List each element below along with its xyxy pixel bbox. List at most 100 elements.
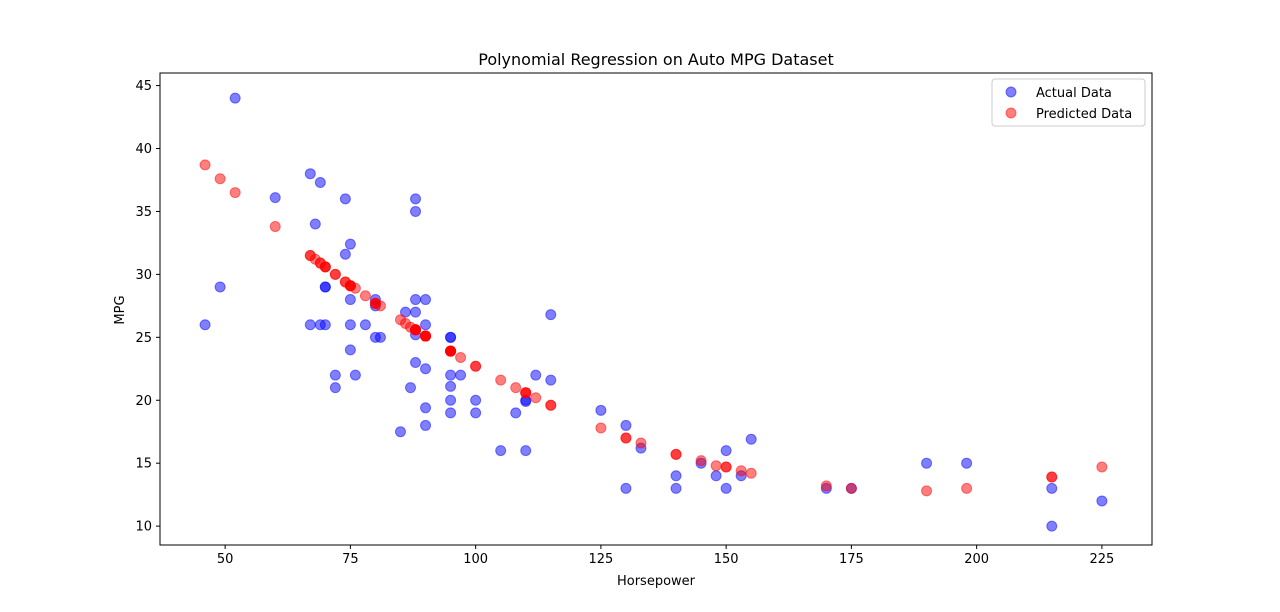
actual-data-point [405,382,417,394]
predicted-data-point [635,437,647,449]
predicted-data-point [595,422,607,434]
actual-data-point [269,192,281,204]
x-tick-label: 50 [217,552,234,567]
actual-data-point [595,404,607,416]
predicted-data-point [710,460,722,472]
x-tick-label: 175 [839,552,864,567]
y-axis: 10 15 20 25 30 35 40 45 [135,79,160,535]
predicted-data-point [820,480,832,492]
legend: Actual Data Predicted Data [991,78,1146,127]
actual-data-point [344,319,356,331]
actual-data-point [1046,482,1058,494]
actual-data-point [304,168,316,180]
y-tick-label: 25 [135,331,152,346]
predicted-data-point [720,461,732,473]
actual-data-point [545,309,557,321]
predicted-data-point [745,467,757,479]
actual-data-point [329,382,341,394]
actual-data-point [745,433,757,445]
actual-data-point [410,356,422,368]
x-tick-label: 150 [714,552,739,567]
actual-data-point [420,363,432,375]
predicted-data-point [199,159,211,171]
y-tick-label: 40 [135,142,152,157]
legend-box [991,78,1146,127]
actual-data-point [339,193,351,205]
x-tick-label: 125 [588,552,613,567]
actual-data-point [921,457,933,469]
y-tick-label: 35 [135,205,152,220]
predicted-data-point [695,455,707,467]
predicted-data-point [1096,461,1108,473]
predicted-data-point [1046,471,1058,483]
predicted-data-point [845,482,857,494]
actual-data-point [329,369,341,381]
actual-data-point [199,319,211,331]
x-tick-label: 225 [1089,552,1114,567]
actual-data-point [710,470,722,482]
x-axis: 50 75 100 125 150 175 200 225 [217,545,1114,567]
predicted-data-point [470,360,482,372]
predicted-data-point [735,465,747,477]
chart-title: Polynomial Regression on Auto MPG Datase… [478,50,834,69]
actual-data-point [720,482,732,494]
x-tick-label: 100 [463,552,488,567]
predicted-data-point [961,482,973,494]
actual-data-point [1046,520,1058,532]
y-axis-label: MPG [113,295,128,324]
actual-data-point [420,294,432,306]
actual-data-point [339,248,351,260]
legend-label-predicted: Predicted Data [1036,107,1132,122]
predicted-data-point [445,345,457,357]
actual-data-point [620,419,632,431]
actual-data-point [229,92,241,104]
y-tick-label: 45 [135,79,152,94]
actual-data-point [720,445,732,457]
legend-marker-actual [1005,86,1017,98]
predicted-data-point [214,173,226,185]
actual-data-point [319,319,331,331]
predicted-data-point [545,399,557,411]
actual-data-point [394,426,406,438]
predicted-data-point [510,382,522,394]
predicted-data-point [229,187,241,199]
predicted-data-point [319,261,331,273]
actual-data-point [319,281,331,293]
actual-data-point [359,319,371,331]
actual-data-point [470,407,482,419]
actual-data-point [961,457,973,469]
actual-data-point [410,193,422,205]
predicted-data-point [349,282,361,294]
y-tick-label: 30 [135,268,152,283]
y-tick-label: 15 [135,457,152,472]
actual-data-point [670,470,682,482]
x-tick-label: 75 [342,552,359,567]
actual-data-point [670,482,682,494]
actual-data-point [520,445,532,457]
actual-data-point [455,369,467,381]
predicted-data-point [530,392,542,404]
actual-data-point [344,344,356,356]
actual-data-point [344,294,356,306]
actual-data-point [420,319,432,331]
actual-data-point [420,402,432,414]
predicted-data-point [620,432,632,444]
x-tick-label: 200 [964,552,989,567]
predicted-data-point [374,300,386,312]
actual-data-point [309,218,321,230]
actual-data-point [410,294,422,306]
predicted-data-point [410,324,422,336]
actual-data-point [510,407,522,419]
y-tick-label: 10 [135,520,152,535]
actual-data-point [314,177,326,188]
predicted-data-point [670,448,682,460]
predicted-data-point [520,387,532,399]
actual-data-point [1096,495,1108,507]
actual-data-point [374,331,386,343]
actual-data-point [620,482,632,494]
predicted-data-point [420,330,432,342]
predicted-data-point [921,485,933,497]
actual-data-point [495,445,507,457]
predicted-data-point [269,221,281,233]
